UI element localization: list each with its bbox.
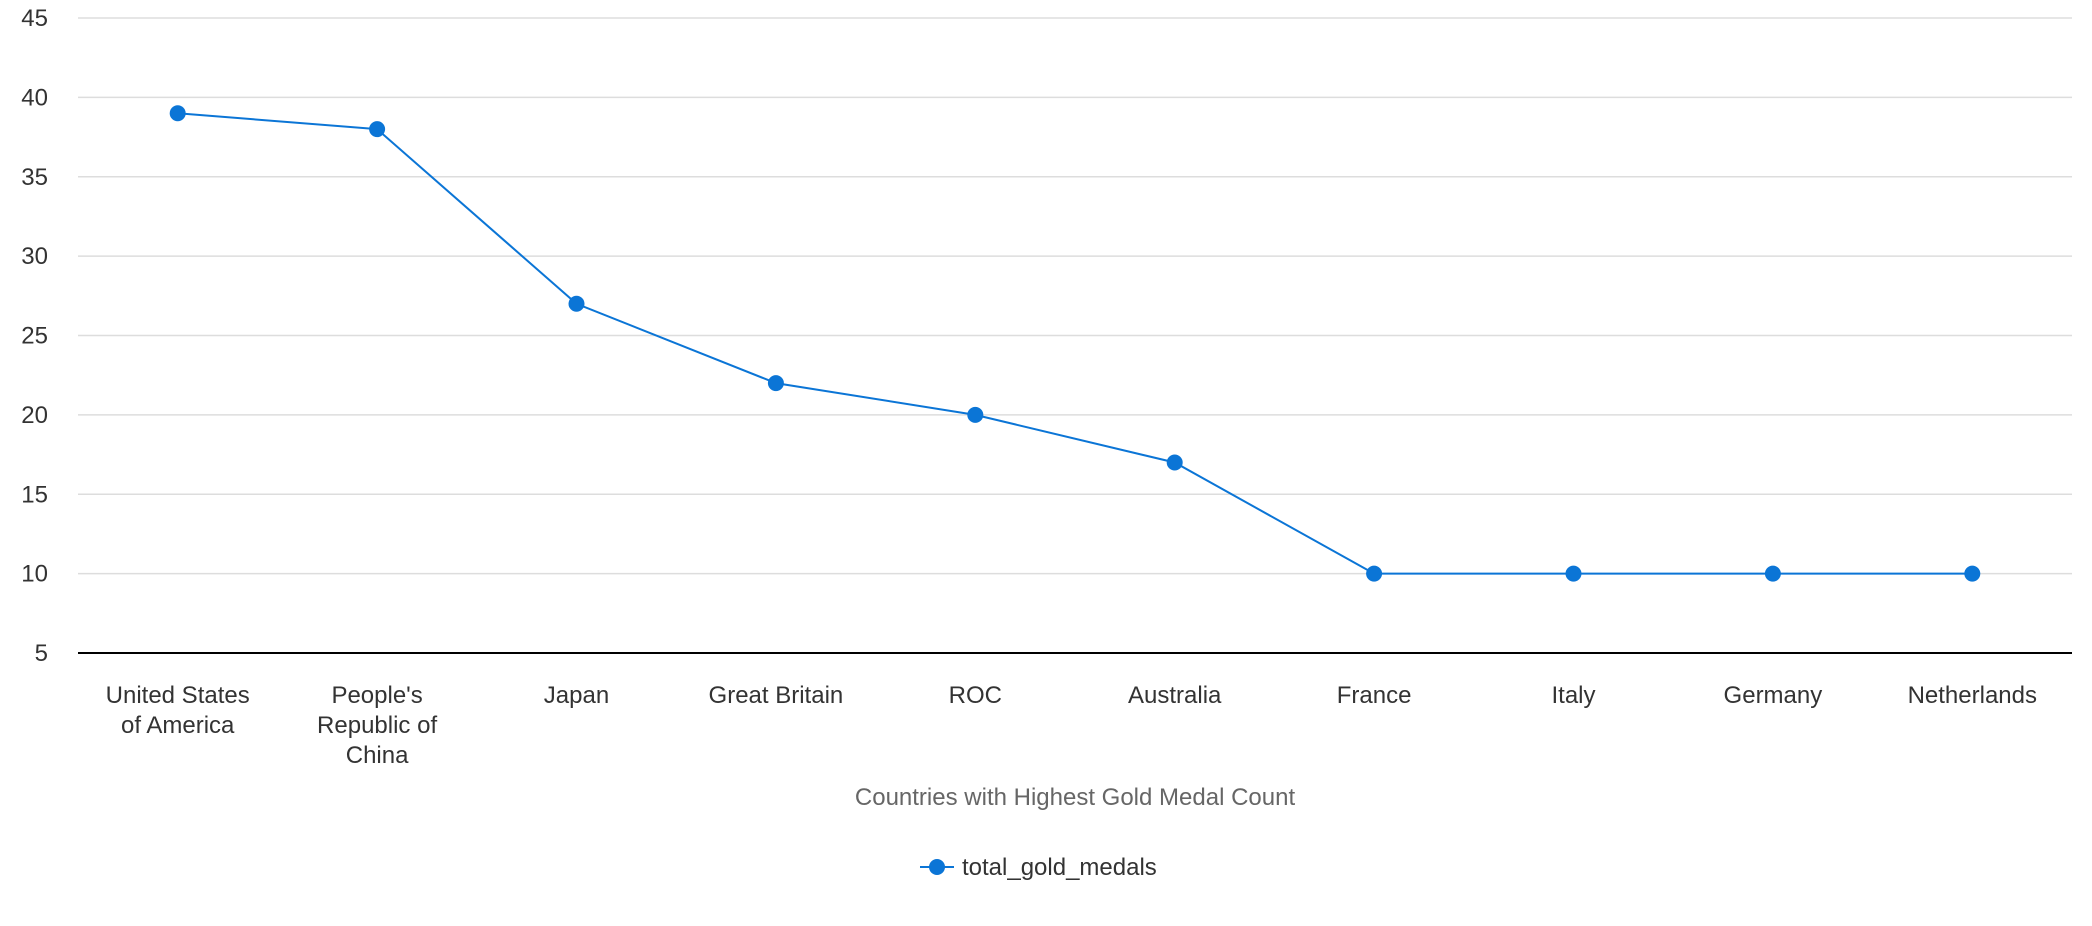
grid-lines — [78, 17, 2072, 575]
y-tick-label: 10 — [21, 561, 48, 588]
data-point[interactable] — [1764, 565, 1781, 582]
data-point[interactable] — [967, 406, 984, 423]
data-point[interactable] — [1166, 454, 1183, 471]
x-tick-label: ROC — [949, 682, 1002, 709]
y-tick-label: 5 — [35, 640, 48, 667]
y-tick-label: 35 — [21, 164, 48, 191]
y-tick-label: 45 — [21, 5, 48, 32]
y-tick-label: 15 — [21, 481, 48, 508]
x-tick-label: France — [1337, 682, 1412, 709]
legend-marker-swatch — [929, 859, 945, 875]
data-point[interactable] — [1565, 565, 1582, 582]
data-point[interactable] — [1964, 565, 1981, 582]
x-tick-label: Germany — [1724, 682, 1823, 709]
x-tick-label: Netherlands — [1908, 682, 2037, 709]
y-axis-tick-labels: 5 10 15 20 25 30 35 40 45 — [21, 5, 48, 667]
x-tick-label: Great Britain — [709, 682, 844, 709]
data-point[interactable] — [568, 295, 585, 312]
x-tick-label: Japan — [544, 682, 609, 709]
x-tick-label: Italy — [1551, 682, 1595, 709]
data-point[interactable] — [369, 121, 386, 138]
x-tick-label: People's Republic of China — [317, 682, 437, 769]
data-point[interactable] — [169, 105, 186, 122]
x-tick-label: Australia — [1128, 682, 1222, 709]
legend-label: total_gold_medals — [962, 854, 1157, 881]
y-tick-label: 20 — [21, 402, 48, 429]
x-axis-title: Countries with Highest Gold Medal Count — [855, 784, 1296, 811]
y-tick-label: 25 — [21, 323, 48, 350]
legend[interactable]: total_gold_medals — [920, 854, 1157, 881]
x-axis-tick-labels: United States of America People's Republic … — [106, 682, 2037, 769]
series-line — [177, 112, 1973, 575]
y-tick-label: 40 — [21, 84, 48, 111]
y-tick-label: 30 — [21, 243, 48, 270]
series-total-gold-medals — [169, 105, 1981, 582]
data-point[interactable] — [767, 375, 784, 392]
data-point[interactable] — [1366, 565, 1383, 582]
x-tick-label: United States of America — [106, 682, 250, 739]
